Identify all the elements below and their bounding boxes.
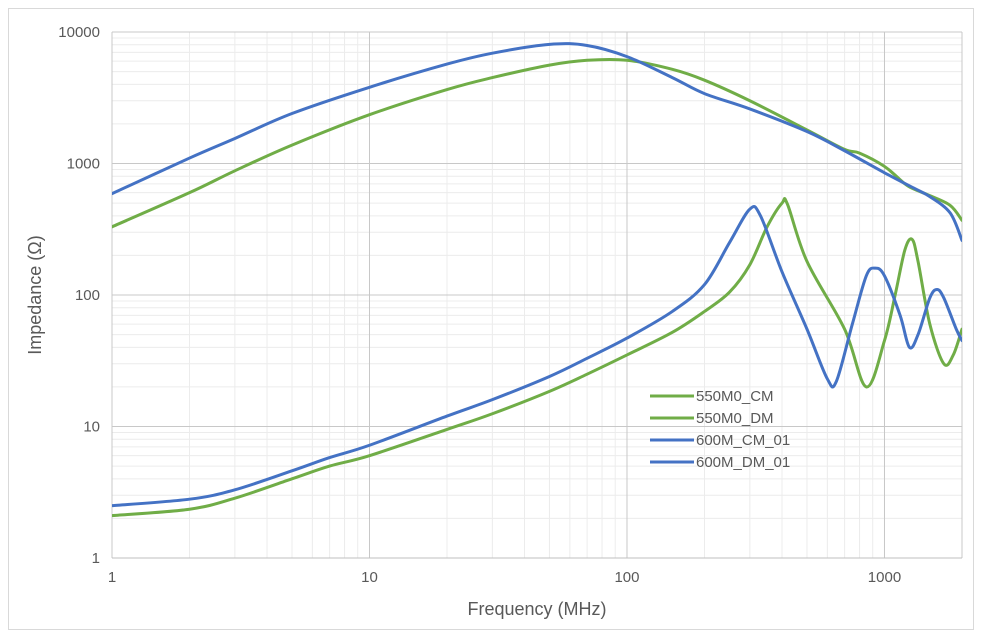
legend: 550M0_CM 550M0_DM 600M_CM_01 600M_DM_01 bbox=[650, 388, 790, 471]
y-tick-label: 1 bbox=[92, 550, 100, 567]
series-line-600M_CM_01 bbox=[112, 42, 962, 242]
x-axis: 1 10 100 1000 bbox=[108, 557, 962, 586]
series-line-600M_DM_01 bbox=[112, 205, 962, 508]
legend-label: 550M0_DM bbox=[696, 410, 774, 427]
x-tick-label: 1 bbox=[108, 569, 116, 586]
x-tick-label: 100 bbox=[614, 569, 639, 586]
x-tick-label: 10 bbox=[361, 569, 378, 586]
x-axis-title: Frequency (MHz) bbox=[467, 599, 606, 619]
series-layer bbox=[112, 42, 962, 518]
y-tick-label: 100 bbox=[75, 287, 100, 304]
y-axis-title: Impedance (Ω) bbox=[25, 235, 45, 355]
series-line-550M0_DM bbox=[112, 197, 962, 518]
legend-label: 600M_CM_01 bbox=[696, 432, 790, 449]
legend-label: 600M_DM_01 bbox=[696, 454, 790, 471]
y-tick-label: 10 bbox=[83, 419, 100, 436]
legend-label: 550M0_CM bbox=[696, 388, 774, 405]
chart-frame bbox=[8, 8, 974, 630]
y-tick-label: 10000 bbox=[58, 24, 100, 41]
x-tick-label: 1000 bbox=[868, 569, 901, 586]
y-axis: 1 10 100 1000 10000 bbox=[58, 24, 100, 567]
y-tick-label: 1000 bbox=[67, 156, 100, 173]
major-gridlines bbox=[111, 31, 963, 559]
